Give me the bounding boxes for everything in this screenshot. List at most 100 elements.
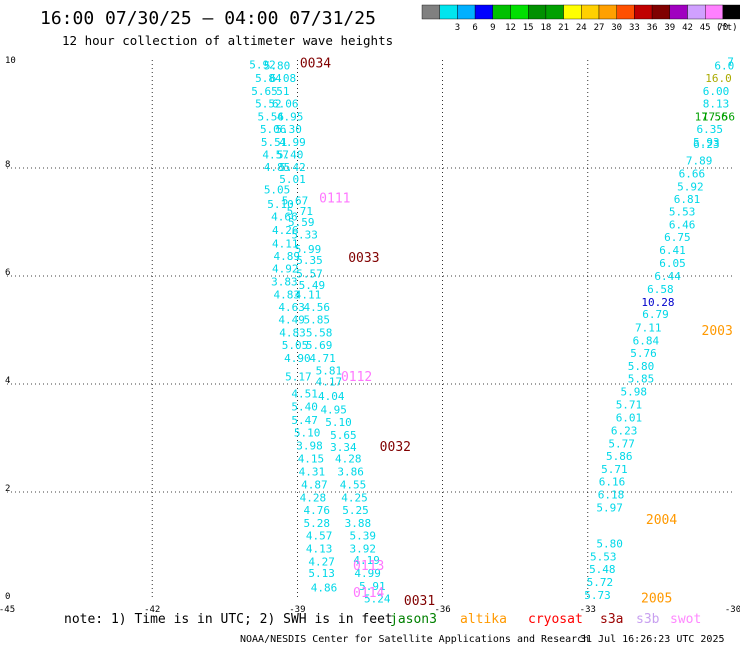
wave-height-label: 5.35 <box>296 254 323 267</box>
wave-height-label: 5.84 <box>255 72 282 85</box>
wave-height-label: 5.40 <box>277 149 304 162</box>
wave-height-label: 6.23 <box>693 138 720 151</box>
wave-height-label: 5.47 <box>291 414 318 427</box>
wave-height-label: 5.05 <box>264 184 291 197</box>
wave-height-label: 5.99 <box>295 243 322 256</box>
wave-height-label: 5.05 <box>282 339 309 352</box>
wave-height-label: 10.28 <box>641 296 674 309</box>
wave-height-label: 4.85 <box>264 161 291 174</box>
wave-height-label: 4.25 <box>341 491 368 504</box>
wave-height-label: 6.66 <box>679 167 706 180</box>
wave-height-label: 6.79 <box>642 308 669 321</box>
wave-height-label: 5.10 <box>325 416 352 429</box>
wave-height-label: 4.95 <box>277 111 304 124</box>
wave-height-label: 4.55 <box>340 478 367 491</box>
wave-height-label: 3.92 <box>349 543 376 556</box>
wave-height-label: 5.10 <box>267 198 294 211</box>
wave-height-label: 5.39 <box>349 530 376 543</box>
pass-time-label: 0031 <box>404 594 435 609</box>
colorbar-swatch <box>545 4 564 20</box>
wave-height-label: 4.17 <box>316 375 343 388</box>
wave-height-label: 4.99 <box>279 136 306 149</box>
wave-height-label: 6.18 <box>598 489 625 502</box>
wave-height-label: 4.11 <box>295 288 322 301</box>
wave-height-label: 6.84 <box>633 334 660 347</box>
wave-height-label: 8.13 <box>703 98 730 111</box>
wave-height-label: 3.83 <box>271 275 298 288</box>
wave-height-label: 5.06 <box>260 123 287 136</box>
wave-height-label: 5.56 <box>258 111 285 124</box>
wave-height-label: 5.58 <box>306 327 333 340</box>
wave-height-label: 5.25 <box>342 504 369 517</box>
wave-height-label: 4.87 <box>301 478 328 491</box>
wave-height-label: 4.15 <box>298 453 325 466</box>
colorbar-swatch <box>439 4 458 20</box>
wave-height-label: 4.28 <box>335 453 362 466</box>
footer-note: note: 1) Time is in UTC; 2) SWH is in fe… <box>64 612 393 627</box>
legend-item-jason3: jason3 <box>390 612 437 627</box>
wave-height-label: 4.57 <box>262 149 289 162</box>
wave-height-label: 5.65 <box>251 85 278 98</box>
colorbar-tick-label: 39 <box>664 23 675 33</box>
colorbar-tick-label: 6 <box>472 23 477 33</box>
wave-height-label: 6.58 <box>647 283 674 296</box>
wave-height-label: 6.75 <box>664 231 691 244</box>
wave-height-label: 5.92 <box>677 180 704 193</box>
wave-height-label: 6.05 <box>659 257 686 270</box>
wave-height-label: 5.67 <box>282 194 309 207</box>
pass-time-label: 2004 <box>646 513 677 528</box>
wave-height-label: 4.66 <box>271 211 298 224</box>
colorbar-swatch <box>457 4 476 20</box>
wave-height-label: 5.71 <box>287 205 314 218</box>
wave-height-label: 17.56 <box>695 111 728 124</box>
wave-height-label: 4.86 <box>311 582 338 595</box>
wave-height-label: 5.98 <box>621 386 648 399</box>
wave-height-label: 6.35 <box>697 123 724 136</box>
wave-height-label: 4.56 <box>304 301 331 314</box>
wave-height-label: 4.19 <box>353 554 380 567</box>
wave-height-label: 5.80 <box>596 537 623 550</box>
x-tick-label: -36 <box>434 605 450 615</box>
wave-height-label: 5.52 <box>255 98 282 111</box>
wave-height-label: 6.08 <box>270 72 297 85</box>
pass-time-label: 0114 <box>353 586 384 601</box>
wave-height-label: 5.33 <box>291 228 318 241</box>
wave-height-label: 5.85 <box>304 314 331 327</box>
wave-height-label: 4.99 <box>354 567 381 580</box>
pass-time-label: 2003 <box>702 324 733 339</box>
colorbar-tick-label: 36 <box>647 23 658 33</box>
wave-height-label: 5.93 <box>693 136 720 149</box>
wave-height-label: 6.01 <box>616 411 643 424</box>
x-tick-label: -45 <box>0 605 15 615</box>
wave-height-label: 4.76 <box>304 504 331 517</box>
wave-height-label: 3.34 <box>330 441 357 454</box>
y-tick-label: 2 <box>5 484 10 494</box>
colorbar-tick-label: 15 <box>523 23 534 33</box>
wave-height-label: 6.16 <box>599 476 626 489</box>
wave-height-label: 4.57 <box>306 530 333 543</box>
wave-height-label: 4.04 <box>318 390 345 403</box>
colorbar-swatch <box>722 4 740 20</box>
wave-height-label: 6.44 <box>654 270 681 283</box>
wave-height-label: 7 <box>727 56 734 69</box>
colorbar-swatch <box>528 4 547 20</box>
wave-height-label: 16.0 <box>705 72 732 85</box>
colorbar-tick-label: 30 <box>611 23 622 33</box>
wave-height-label: 51 <box>276 85 289 98</box>
pass-time-label: 0033 <box>348 251 379 266</box>
wave-height-label: 5.65 <box>330 429 357 442</box>
wave-height-label: 4.51 <box>291 388 318 401</box>
wave-height-label: 5.77 <box>608 437 635 450</box>
colorbar-swatch <box>421 4 440 20</box>
wave-height-label: 5.69 <box>306 339 333 352</box>
wave-height-label: 5.30 <box>275 123 302 136</box>
y-tick-label: 8 <box>5 160 10 170</box>
wave-height-label: 4.31 <box>299 465 326 478</box>
colorbar-swatch <box>669 4 688 20</box>
legend-item-cryosat: cryosat <box>528 612 583 627</box>
wave-height-label: 5.40 <box>291 401 318 414</box>
y-tick-label: 4 <box>5 376 10 386</box>
pass-time-label: 0113 <box>353 559 384 574</box>
pass-time-label: 2005 <box>641 591 672 606</box>
